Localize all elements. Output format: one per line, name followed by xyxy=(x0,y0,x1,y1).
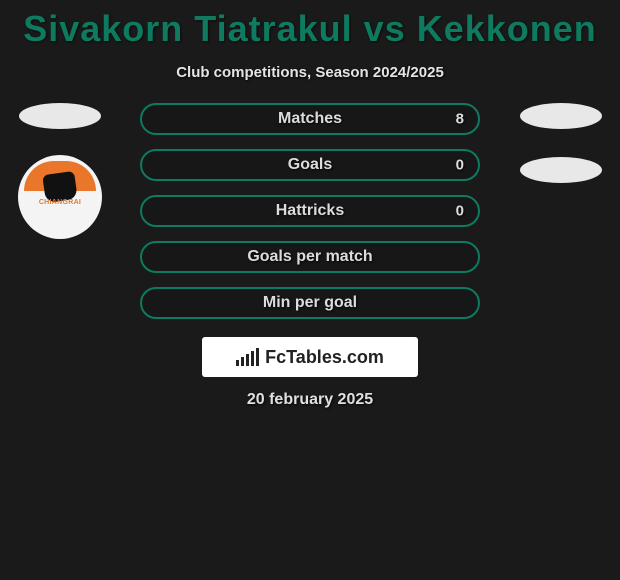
stat-row-min-per-goal: Min per goal xyxy=(140,287,480,319)
stat-value-right: 0 xyxy=(456,203,464,220)
page-title: Sivakorn Tiatrakul vs Kekkonen xyxy=(0,0,620,50)
stat-row-goals: Goals 0 xyxy=(140,149,480,181)
left-player-column: CHIANGRAI xyxy=(18,103,102,239)
stat-value-right: 8 xyxy=(456,111,464,128)
stat-label: Hattricks xyxy=(276,202,344,220)
stats-area: CHIANGRAI Matches 8 Goals 0 Hattricks 0 … xyxy=(0,103,620,319)
brand-text: FcTables.com xyxy=(265,347,384,368)
brand-badge: FcTables.com xyxy=(202,337,418,377)
stat-label: Min per goal xyxy=(263,294,357,312)
subtitle: Club competitions, Season 2024/2025 xyxy=(0,64,620,81)
stat-row-goals-per-match: Goals per match xyxy=(140,241,480,273)
player-placeholder-icon xyxy=(19,103,101,129)
stat-rows: Matches 8 Goals 0 Hattricks 0 Goals per … xyxy=(140,103,480,319)
stat-label: Goals xyxy=(288,156,332,174)
stat-label: Matches xyxy=(278,110,342,128)
stat-value-right: 0 xyxy=(456,157,464,174)
stat-label: Goals per match xyxy=(247,248,372,266)
brand-bars-icon xyxy=(236,348,259,366)
footer-date: 20 february 2025 xyxy=(0,391,620,409)
stat-row-hattricks: Hattricks 0 xyxy=(140,195,480,227)
stat-row-matches: Matches 8 xyxy=(140,103,480,135)
club-badge-left: CHIANGRAI xyxy=(18,155,102,239)
right-player-column xyxy=(520,103,602,183)
player-placeholder-icon xyxy=(520,103,602,129)
club-placeholder-icon xyxy=(520,157,602,183)
club-badge-text: CHIANGRAI xyxy=(18,199,102,206)
